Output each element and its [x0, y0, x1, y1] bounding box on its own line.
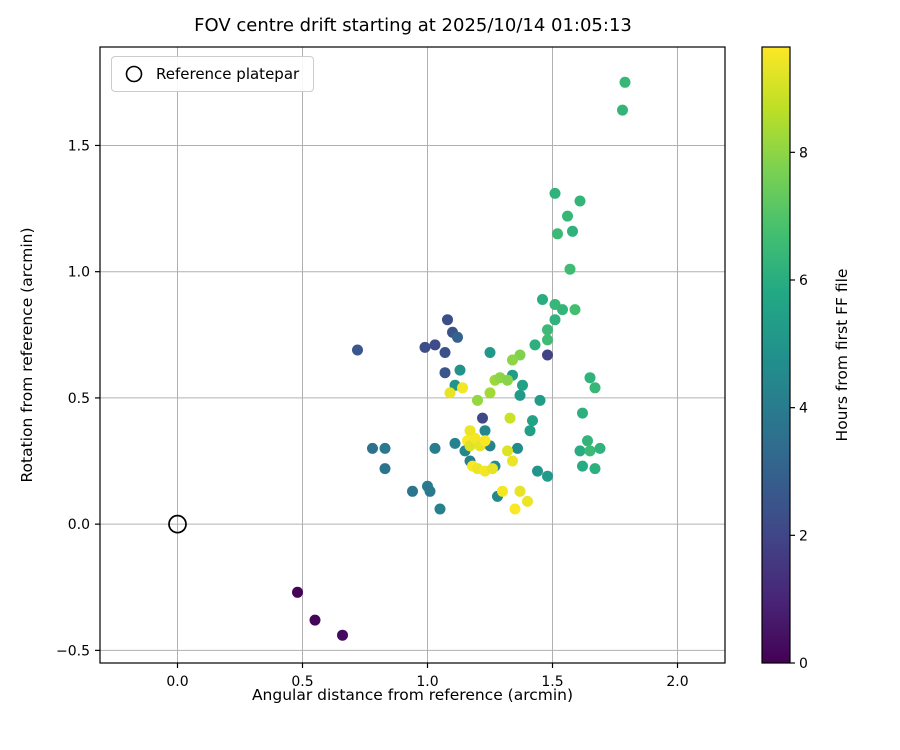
- y-tick-label: 0.5: [68, 391, 90, 407]
- colorbar-tick-label: 6: [799, 273, 808, 289]
- scatter-point: [472, 394, 483, 406]
- scatter-point: [502, 374, 513, 386]
- x-tick-label: 0.0: [166, 674, 188, 690]
- x-tick-label: 1.5: [541, 674, 563, 690]
- x-tick-label: 2.0: [666, 674, 688, 690]
- scatter-point: [507, 455, 518, 467]
- x-tick-label: 1.0: [416, 674, 438, 690]
- scatter-point: [542, 324, 553, 336]
- scatter-point: [429, 442, 441, 454]
- scatter-point: [577, 407, 588, 419]
- scatter-point: [419, 341, 431, 353]
- scatter-point: [557, 304, 568, 316]
- scatter-point: [537, 294, 548, 305]
- colorbar-tick-label: 4: [799, 401, 808, 417]
- scatter-point: [567, 225, 578, 237]
- scatter-point: [549, 187, 561, 199]
- scatter-point: [514, 485, 526, 497]
- scatter-point: [569, 304, 581, 316]
- colorbar-label: Hours from first FF file: [833, 268, 851, 442]
- scatter-point: [527, 415, 538, 427]
- scatter-point: [449, 437, 461, 449]
- scatter-point: [487, 463, 498, 475]
- scatter-point: [517, 379, 528, 391]
- scatter-point: [484, 387, 496, 399]
- scatter-point: [522, 495, 533, 507]
- reference-platepar-marker: [168, 514, 187, 534]
- scatter-point: [584, 445, 596, 457]
- colorbar-outline: [761, 46, 791, 664]
- scatter-point: [292, 586, 303, 598]
- scatter-point: [444, 387, 456, 399]
- open-circle-icon: [125, 65, 143, 83]
- scatter-point: [379, 442, 391, 454]
- scatter-point: [589, 382, 601, 394]
- scatter-point: [457, 382, 468, 394]
- scatter-point: [542, 470, 553, 482]
- y-tick-label: 1.5: [68, 138, 90, 154]
- scatter-point: [429, 339, 441, 351]
- legend-label: Reference platepar: [156, 65, 300, 83]
- scatter-point: [577, 460, 588, 472]
- chart-title: FOV centre drift starting at 2025/10/14 …: [194, 15, 632, 36]
- scatter-point: [619, 76, 631, 88]
- scatter-point: [617, 104, 628, 116]
- colorbar-tick-label: 0: [799, 656, 808, 672]
- scatter-point: [352, 344, 363, 356]
- scatter-point: [589, 463, 601, 475]
- y-tick-label: −0.5: [56, 643, 90, 659]
- x-tick-label: 0.5: [291, 674, 313, 690]
- scatter-point: [529, 339, 541, 351]
- scatter-point: [454, 364, 466, 376]
- y-axis-label: Rotation from reference (arcmin): [18, 227, 36, 483]
- scatter-point: [439, 347, 451, 358]
- scatter-point: [564, 263, 576, 275]
- scatter-point: [514, 389, 526, 401]
- scatter-point: [504, 412, 516, 424]
- scatter-point: [497, 485, 508, 497]
- scatter-point: [484, 347, 496, 358]
- legend: Reference platepar: [111, 56, 315, 92]
- scatter-point: [479, 425, 491, 437]
- scatter-point: [439, 367, 451, 379]
- scatter-point: [532, 465, 543, 477]
- scatter-point: [502, 445, 513, 457]
- y-tick-label: 0.0: [68, 517, 90, 533]
- scatter-point: [477, 412, 488, 424]
- scatter-point: [594, 442, 606, 454]
- scatter-point: [434, 503, 446, 515]
- colorbar-tick-label: 8: [799, 145, 808, 161]
- scatter-point: [552, 228, 563, 240]
- plot-spines: [99, 46, 726, 664]
- scatter-point: [542, 334, 553, 346]
- colorbar-tick-label: 2: [799, 528, 808, 544]
- scatter-point: [424, 485, 436, 497]
- scatter-point: [509, 503, 521, 515]
- scatter-point: [512, 442, 523, 454]
- scatter-point: [367, 442, 378, 454]
- scatter-point: [574, 445, 586, 457]
- scatter-point: [442, 314, 453, 326]
- x-axis-label: Angular distance from reference (arcmin): [251, 686, 574, 704]
- colorbar: [762, 47, 790, 663]
- scatter-point: [452, 331, 463, 343]
- scatter-point: [507, 354, 518, 366]
- scatter-point: [542, 349, 553, 361]
- scatter-point: [524, 425, 536, 437]
- scatter-point: [549, 314, 561, 326]
- scatter-point: [582, 435, 593, 447]
- scatter-point: [337, 629, 348, 641]
- scatter-point: [379, 463, 391, 475]
- scatter-point: [534, 394, 546, 406]
- scatter-point: [479, 435, 491, 447]
- scatter-point: [584, 372, 596, 384]
- scatter-point: [562, 210, 573, 222]
- scatter-point: [407, 485, 418, 497]
- scatter-point: [309, 614, 321, 626]
- y-tick-label: 1.0: [68, 265, 90, 281]
- scatter-point: [574, 195, 586, 207]
